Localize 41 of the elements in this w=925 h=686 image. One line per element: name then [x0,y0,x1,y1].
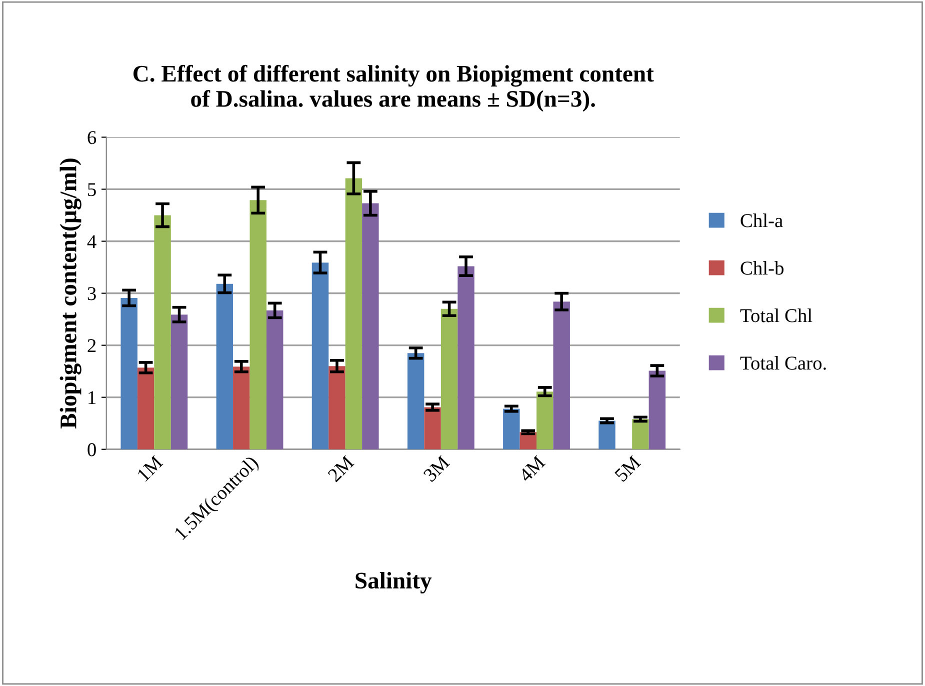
bar [424,407,441,450]
bar [648,370,666,450]
legend-label: Chl-b [740,261,784,275]
bar [266,310,284,450]
y-tick-label: 3 [88,287,96,300]
legend-label: Total Caro. [740,356,826,370]
bar [407,353,424,450]
y-tick-label: 4 [87,235,96,248]
bar [458,266,474,450]
bar [362,203,379,450]
y-tick-label: 2 [88,339,96,352]
chart-title: C. Effect of different salinity on Biopigment content of D.salina. values are means ± SD(n=3). [133,64,654,112]
legend-label: Chl-a [740,214,783,228]
bar [345,178,362,450]
bar [233,366,250,450]
x-tick-label: 5M [614,455,642,482]
x-tick-label: 1M [136,455,164,482]
y-tick-label: 6 [88,131,96,144]
bar [120,298,138,450]
x-tick-label: 2M [327,455,354,482]
bar [328,366,346,450]
bar [137,368,154,450]
bar [632,419,649,450]
bar [503,408,520,450]
bar [536,392,554,450]
y-axis-title: Biopigment content(µg/ml) [60,158,82,429]
bar [312,262,329,450]
y-tick-label: 1 [88,391,96,404]
y-tick-label: 5 [88,183,96,196]
x-axis-title: Salinity [356,572,432,594]
bar [250,200,266,450]
legend-label: Total Chl [740,308,812,322]
bar [216,284,234,450]
bar [553,302,570,450]
bar [598,420,616,450]
bar [440,308,458,450]
bar [154,215,171,450]
x-tick-label: 4M [518,455,546,483]
x-tick-label: 3M [422,455,450,482]
bar [170,314,188,450]
y-tick-label: 0 [88,443,96,456]
